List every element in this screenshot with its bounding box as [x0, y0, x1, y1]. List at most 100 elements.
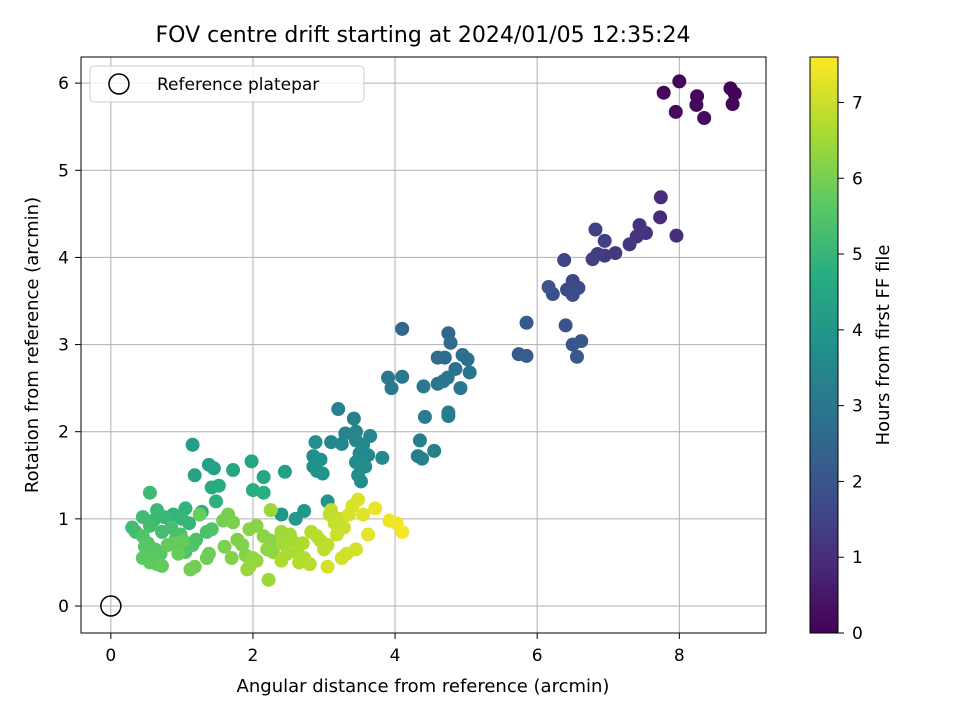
data-point: [192, 507, 207, 522]
data-point: [557, 253, 572, 268]
data-point: [288, 511, 303, 526]
data-point: [226, 515, 241, 530]
legend-box: [89, 65, 365, 103]
x-tick-label: 0: [105, 646, 116, 666]
data-point: [656, 85, 671, 100]
y-tick-label: 4: [58, 248, 69, 268]
data-point: [285, 533, 300, 548]
data-point: [395, 321, 410, 336]
data-point: [395, 369, 410, 384]
y-tick-label: 6: [58, 74, 69, 94]
data-point: [460, 352, 475, 367]
data-point: [256, 470, 271, 485]
x-tick-label: 8: [674, 646, 685, 666]
data-point: [443, 335, 458, 350]
data-point: [356, 507, 371, 522]
data-point: [395, 524, 410, 539]
data-point: [541, 280, 556, 295]
data-point: [150, 503, 165, 518]
data-point: [204, 522, 219, 537]
data-point: [441, 409, 456, 424]
data-point: [256, 485, 271, 500]
data-point: [176, 533, 191, 548]
data-point: [224, 551, 239, 566]
data-point: [653, 190, 668, 205]
reference-platepar-marker: [100, 595, 122, 617]
data-point: [334, 436, 349, 451]
data-point: [277, 464, 292, 479]
data-point: [416, 379, 431, 394]
chart-title: FOV centre drift starting at 2024/01/05 …: [156, 23, 691, 48]
colorbar-tick-label: 7: [852, 93, 863, 113]
data-point: [211, 478, 226, 493]
data-point: [415, 451, 430, 466]
data-point: [436, 374, 451, 389]
data-point: [697, 110, 712, 125]
legend-entry-reference-platepar: Reference platepar: [157, 75, 319, 95]
data-point: [351, 492, 366, 507]
data-point: [585, 252, 600, 267]
y-axis-ticks: 0 1 2 3 4 5 6: [58, 74, 81, 617]
data-point: [727, 86, 742, 101]
data-point: [608, 246, 623, 261]
data-point: [361, 448, 376, 463]
data-point: [217, 539, 232, 554]
data-point: [348, 542, 363, 557]
data-point: [249, 518, 264, 533]
data-point: [519, 315, 534, 330]
data-point: [361, 527, 376, 542]
x-axis-label: Angular distance from reference (arcmin): [237, 676, 610, 697]
colorbar: [809, 56, 839, 634]
y-tick-label: 0: [58, 597, 69, 617]
data-point: [437, 350, 452, 365]
data-point: [427, 443, 442, 458]
data-point: [329, 527, 344, 542]
data-point: [353, 474, 368, 489]
y-tick-label: 3: [58, 336, 69, 356]
data-point: [308, 435, 323, 450]
data-point: [669, 228, 684, 243]
data-points: [125, 74, 742, 587]
data-point: [185, 437, 200, 452]
grid-lines: [81, 57, 766, 633]
data-point: [331, 402, 346, 417]
data-point: [558, 318, 573, 333]
data-point: [187, 468, 202, 483]
y-tick-label: 5: [58, 161, 69, 181]
data-point: [142, 485, 157, 500]
x-tick-label: 6: [532, 646, 543, 666]
data-point: [155, 558, 170, 573]
data-point: [274, 553, 289, 568]
x-tick-label: 4: [390, 646, 401, 666]
y-axis-label: Rotation from reference (arcmin): [22, 197, 43, 493]
data-point: [245, 483, 260, 498]
legend-reference-marker: [108, 73, 130, 95]
colorbar-label: Hours from first FF file: [873, 245, 894, 446]
data-point: [240, 562, 255, 577]
y-tick-label: 2: [58, 423, 69, 443]
colorbar-tick-label: 3: [852, 397, 863, 417]
data-point: [412, 433, 427, 448]
data-point: [341, 507, 356, 522]
x-axis-ticks: 0 2 4 6 8: [105, 633, 685, 666]
data-point: [320, 559, 335, 574]
data-point: [519, 348, 534, 363]
data-point: [142, 555, 157, 570]
data-point: [334, 551, 349, 566]
data-point: [622, 237, 637, 252]
data-point: [209, 494, 224, 509]
colorbar-ticks: 0 1 2 3 4 5 6 7: [838, 93, 863, 644]
colorbar-tick-label: 5: [852, 245, 863, 265]
data-point: [295, 536, 310, 551]
data-point: [689, 97, 704, 112]
data-point: [274, 507, 289, 522]
data-point: [375, 450, 390, 465]
data-point: [346, 411, 361, 426]
colorbar-tick-label: 1: [852, 548, 863, 568]
data-point: [453, 381, 468, 396]
data-point: [199, 551, 214, 566]
data-point: [569, 349, 584, 364]
data-point: [324, 435, 339, 450]
data-point: [302, 557, 317, 572]
